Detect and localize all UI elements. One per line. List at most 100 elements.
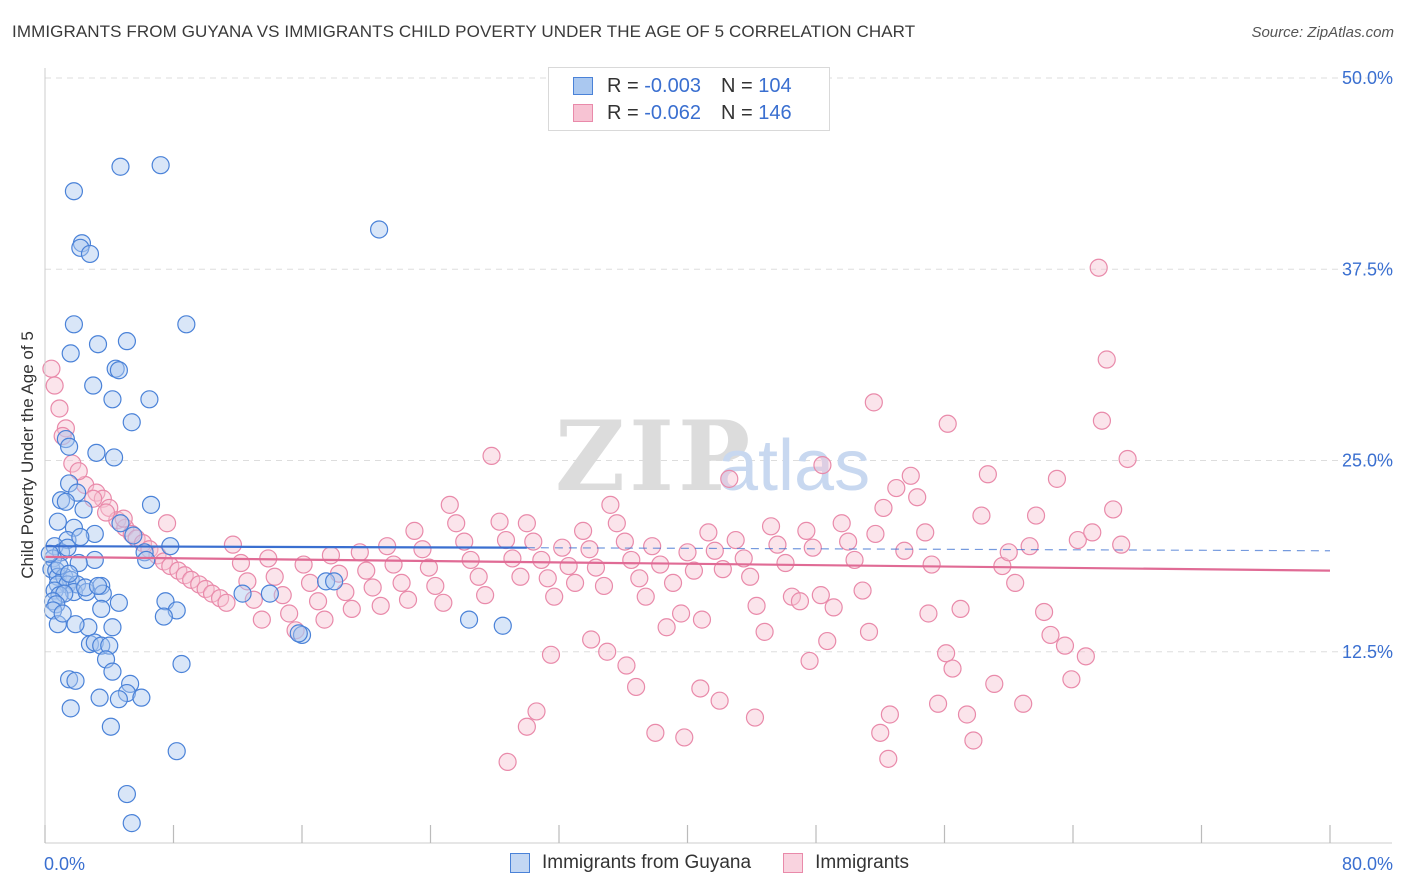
data-point-immigrants [336,582,355,602]
stats-legend: R = -0.003 N = 104 R = -0.062 N = 146 [548,67,830,131]
data-point-immigrants [545,587,564,606]
data-point-guyana [109,690,128,709]
data-point-immigrants [864,393,883,412]
axis-layer: 12.5% 25.0% 37.5% 50.0% 0.0% 80.0% [44,68,1393,874]
data-point-guyana [289,624,308,643]
data-point-immigrants [871,723,890,742]
data-point-immigrants [818,631,837,651]
data-point-immigrants [919,604,938,623]
data-point-immigrants [190,575,209,594]
data-point-immigrants [53,426,72,446]
legend-n-label: N = [720,74,759,97]
legend-r-label: R = [607,101,645,124]
data-point-immigrants [663,573,683,593]
data-point-immigrants [636,587,655,606]
data-point-immigrants [308,592,328,611]
data-point-immigrants [922,555,941,574]
data-point-guyana [167,742,186,761]
data-point-immigrants [615,532,634,551]
data-point-guyana [71,238,90,257]
data-point-guyana [103,390,122,409]
data-point-immigrants [342,599,361,619]
data-point-immigrants [938,414,957,433]
series-immigrants-from-guyana [40,156,512,833]
data-point-immigrants [678,543,697,562]
data-point-immigrants [1020,537,1039,556]
data-point-guyana [493,616,512,635]
y-tick-label: 25.0% [1342,451,1393,471]
data-point-immigrants [747,596,766,615]
data-point-guyana [74,500,93,519]
data-point-immigrants [447,514,466,533]
legend-n-value: 146 [758,101,792,124]
data-point-immigrants [538,569,557,588]
data-point-immigrants [315,610,334,629]
data-point-guyana [154,607,173,626]
data-point-immigrants [321,546,341,565]
data-point-immigrants [853,581,872,600]
data-point-immigrants [455,532,474,551]
data-point-immigrants [286,621,305,640]
y-tick-label: 12.5% [1342,642,1393,662]
data-point-immigrants [357,561,376,580]
legend-swatch-pink [783,853,804,873]
data-point-immigrants [1055,636,1075,655]
data-point-guyana [85,524,104,544]
legend-n-label: N = [720,101,759,124]
data-point-guyana [109,361,128,380]
data-point-guyana [140,390,159,409]
data-point-guyana [92,599,111,619]
data-point-guyana [172,654,191,674]
trend-line-guyana-extension [526,547,1331,552]
data-point-immigrants [768,535,787,554]
data-point-guyana [59,564,79,583]
data-point-immigrants [845,550,864,570]
legend-swatch-blue [510,853,530,873]
data-point-guyana [109,593,128,612]
legend-label-immigrants: Immigrants [815,852,910,873]
data-point-guyana [48,615,67,634]
data-point-immigrants [461,550,480,570]
data-point-immigrants [169,561,188,580]
data-point-guyana [64,182,84,201]
data-point-immigrants [280,604,299,623]
watermark-atlas: atlas [718,426,870,506]
data-point-immigrants [598,642,617,661]
data-point-immigrants [705,541,724,560]
data-point-immigrants [573,521,593,540]
data-point-guyana [59,437,79,456]
series-legend: Immigrants from Guyana Immigrants [510,852,941,874]
x-tick-label-min: 0.0% [44,854,85,874]
data-point-guyana [88,576,108,596]
legend-item-immigrants[interactable]: Immigrants [783,852,909,874]
data-point-guyana [177,315,196,334]
chart-title: IMMIGRANTS FROM GUYANA VS IMMIGRANTS CHI… [12,22,916,41]
data-point-immigrants [832,514,851,533]
data-point-immigrants [392,573,411,593]
data-point-immigrants [175,566,194,585]
data-point-immigrants [943,659,962,678]
watermark: ZIP atlas [555,400,870,513]
data-point-immigrants [745,708,765,727]
data-point-immigrants [675,728,694,747]
data-point-guyana [137,550,156,570]
series-immigrants [42,258,1137,772]
data-point-immigrants [210,589,230,608]
data-point-guyana [325,572,344,591]
legend-row-immigrants: R = -0.062 N = 146 [573,101,792,125]
data-point-immigrants [824,598,843,617]
data-point-immigrants [517,717,536,736]
legend-item-guyana[interactable]: Immigrants from Guyana [510,852,751,874]
data-point-immigrants [699,523,718,542]
data-point-immigrants [69,462,88,481]
data-point-immigrants [498,752,517,772]
data-point-immigrants [1047,469,1067,488]
data-point-immigrants [45,376,64,395]
data-point-immigrants [217,593,236,612]
trend-lines [44,545,1331,572]
data-point-immigrants [937,644,956,663]
legend-r-label: R = [607,74,645,97]
data-point-guyana [40,544,59,563]
data-point-immigrants [797,521,816,540]
